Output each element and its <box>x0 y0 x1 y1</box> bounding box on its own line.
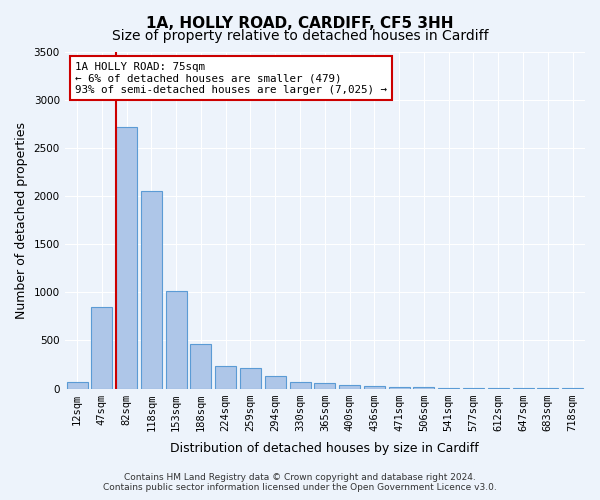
Bar <box>67 382 88 388</box>
Bar <box>166 292 187 388</box>
Bar <box>190 344 211 389</box>
Bar <box>364 386 385 388</box>
Bar <box>240 368 261 388</box>
Bar <box>339 384 360 388</box>
Y-axis label: Number of detached properties: Number of detached properties <box>15 122 28 318</box>
Text: 1A, HOLLY ROAD, CARDIFF, CF5 3HH: 1A, HOLLY ROAD, CARDIFF, CF5 3HH <box>146 16 454 32</box>
Bar <box>141 191 162 388</box>
Text: Contains HM Land Registry data © Crown copyright and database right 2024.
Contai: Contains HM Land Registry data © Crown c… <box>103 473 497 492</box>
Bar <box>314 383 335 388</box>
Bar <box>91 306 112 388</box>
Bar <box>290 382 311 388</box>
Bar <box>116 126 137 388</box>
Text: Size of property relative to detached houses in Cardiff: Size of property relative to detached ho… <box>112 29 488 43</box>
X-axis label: Distribution of detached houses by size in Cardiff: Distribution of detached houses by size … <box>170 442 479 455</box>
Bar <box>265 376 286 388</box>
Text: 1A HOLLY ROAD: 75sqm
← 6% of detached houses are smaller (479)
93% of semi-detac: 1A HOLLY ROAD: 75sqm ← 6% of detached ho… <box>75 62 387 95</box>
Bar <box>389 386 410 388</box>
Bar <box>215 366 236 388</box>
Bar <box>413 387 434 388</box>
